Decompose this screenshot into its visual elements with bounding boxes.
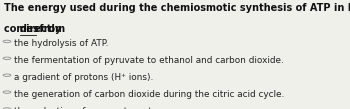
Text: the generation of carbon dioxide during the citric acid cycle.: the generation of carbon dioxide during … (14, 90, 284, 99)
Text: the hydrolysis of ATP.: the hydrolysis of ATP. (14, 39, 108, 49)
Text: a gradient of protons (H⁺ ions).: a gradient of protons (H⁺ ions). (14, 73, 153, 82)
Text: from: from (36, 24, 65, 34)
Text: comes: comes (4, 24, 42, 34)
Text: The energy used during the chemiosmotic synthesis of ATP in both mitochondria an: The energy used during the chemiosmotic … (4, 3, 350, 13)
Text: directly: directly (20, 24, 62, 34)
Text: the fermentation of pyruvate to ethanol and carbon dioxide.: the fermentation of pyruvate to ethanol … (14, 56, 284, 65)
Text: the reduction of oxygen to water.: the reduction of oxygen to water. (14, 107, 163, 109)
